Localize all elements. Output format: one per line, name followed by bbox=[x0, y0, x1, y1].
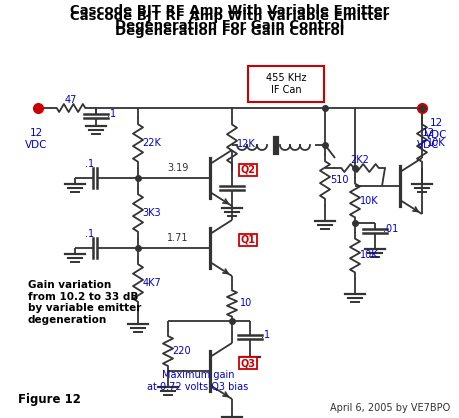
Text: 12K: 12K bbox=[236, 139, 255, 149]
Text: 12
VDC: 12 VDC bbox=[416, 128, 438, 150]
Text: 47: 47 bbox=[65, 95, 77, 105]
FancyBboxPatch shape bbox=[247, 66, 323, 102]
Text: .1: .1 bbox=[261, 330, 270, 340]
Text: 12
VDC: 12 VDC bbox=[25, 128, 47, 150]
Text: Maximum gain
at 0.72 volts Q3 bias: Maximum gain at 0.72 volts Q3 bias bbox=[147, 370, 248, 392]
Text: .1: .1 bbox=[85, 229, 95, 239]
Text: 10K: 10K bbox=[359, 196, 377, 206]
Text: 22K: 22K bbox=[142, 138, 161, 148]
Text: Figure 12: Figure 12 bbox=[18, 393, 81, 406]
Text: .1: .1 bbox=[85, 159, 95, 169]
Text: Gain variation
from 10.2 to 33 dB
by variable emitter
degeneration: Gain variation from 10.2 to 33 dB by var… bbox=[28, 280, 141, 325]
Text: 10: 10 bbox=[239, 298, 252, 308]
Text: 3K3: 3K3 bbox=[142, 208, 161, 218]
Text: 10K: 10K bbox=[426, 138, 444, 148]
Text: April 6, 2005 by VE7BPO: April 6, 2005 by VE7BPO bbox=[329, 403, 449, 413]
Text: Q2: Q2 bbox=[240, 165, 255, 175]
Text: 10K: 10K bbox=[359, 250, 377, 260]
Text: Q3: Q3 bbox=[240, 358, 255, 368]
Text: 2K2: 2K2 bbox=[350, 155, 369, 165]
Text: 455 KHz
IF Can: 455 KHz IF Can bbox=[265, 73, 306, 95]
Text: 1.71: 1.71 bbox=[167, 233, 188, 243]
Text: Cascode BJT RF Amp With Variable Emitter
Degeneration For Gain Control: Cascode BJT RF Amp With Variable Emitter… bbox=[70, 10, 389, 38]
Text: 4K7: 4K7 bbox=[142, 278, 161, 288]
Text: .01: .01 bbox=[382, 224, 398, 234]
Text: 12
VDC: 12 VDC bbox=[424, 118, 446, 140]
Text: 220: 220 bbox=[172, 346, 191, 356]
Text: 3.19: 3.19 bbox=[167, 163, 188, 173]
Text: Cascode BJT RF Amp With Variable Emitter
Degeneration For Gain Control: Cascode BJT RF Amp With Variable Emitter… bbox=[70, 4, 389, 32]
Text: .1: .1 bbox=[107, 109, 116, 119]
Text: 510: 510 bbox=[329, 175, 347, 185]
Text: Q1: Q1 bbox=[240, 235, 255, 245]
